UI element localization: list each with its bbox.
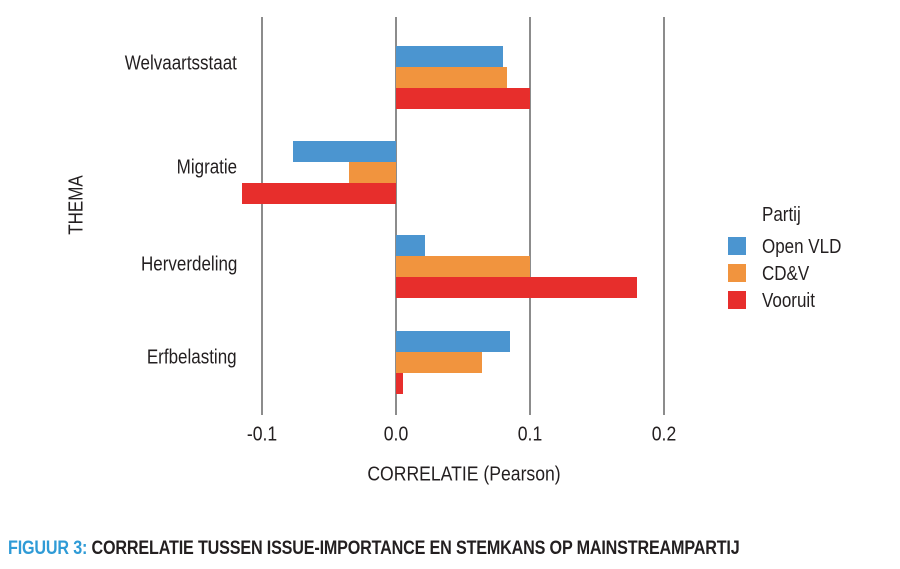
bar-herverdeling-vooruit bbox=[396, 276, 638, 298]
category-label-erfbelasting: Erfbelasting bbox=[147, 346, 237, 369]
legend-swatch-open-vld bbox=[728, 237, 746, 255]
legend-swatch-cd-v bbox=[728, 264, 746, 282]
bar-herverdeling-open-vld bbox=[396, 234, 426, 256]
figure-caption: FIGUUR 3: CORRELATIE TUSSEN ISSUE-IMPORT… bbox=[8, 538, 740, 560]
x-tick-label: 0.0 bbox=[383, 423, 409, 446]
category-label-welvaartsstaat: Welvaartsstaat bbox=[124, 52, 237, 75]
gridline-0.2 bbox=[663, 17, 665, 415]
bar-erfbelasting-vooruit bbox=[396, 372, 403, 394]
caption-figure-number: FIGUUR 3: bbox=[8, 538, 88, 559]
legend-label: Vooruit bbox=[762, 290, 815, 312]
legend-swatch-vooruit bbox=[728, 291, 746, 309]
legend-title: Partij bbox=[762, 204, 801, 226]
y-axis-title: THEMA bbox=[65, 175, 88, 235]
bar-erfbelasting-cd-v bbox=[396, 351, 482, 373]
category-label-herverdeling: Herverdeling bbox=[140, 253, 237, 276]
gridline-0.1 bbox=[529, 17, 531, 415]
x-tick-label: -0.1 bbox=[246, 423, 278, 446]
legend-label: Open VLD bbox=[762, 236, 842, 258]
gridline--0.1 bbox=[261, 17, 263, 415]
x-tick-label: 0.2 bbox=[651, 423, 677, 446]
gridline-0.0 bbox=[395, 17, 397, 415]
x-axis-title: CORRELATIE (Pearson) bbox=[367, 463, 561, 486]
bar-herverdeling-cd-v bbox=[396, 255, 530, 277]
legend-label: CD&V bbox=[762, 263, 810, 285]
x-tick-label: 0.1 bbox=[517, 423, 543, 446]
bar-migratie-cd-v bbox=[349, 161, 396, 183]
bar-welvaartsstaat-vooruit bbox=[396, 87, 530, 109]
bar-migratie-open-vld bbox=[292, 140, 396, 162]
caption-text: CORRELATIE TUSSEN ISSUE-IMPORTANCE EN ST… bbox=[91, 538, 740, 559]
bar-welvaartsstaat-open-vld bbox=[396, 45, 504, 67]
bar-erfbelasting-open-vld bbox=[396, 330, 510, 352]
bar-welvaartsstaat-cd-v bbox=[396, 66, 508, 88]
category-label-migratie: Migratie bbox=[176, 156, 237, 179]
bar-migratie-vooruit bbox=[241, 182, 396, 204]
